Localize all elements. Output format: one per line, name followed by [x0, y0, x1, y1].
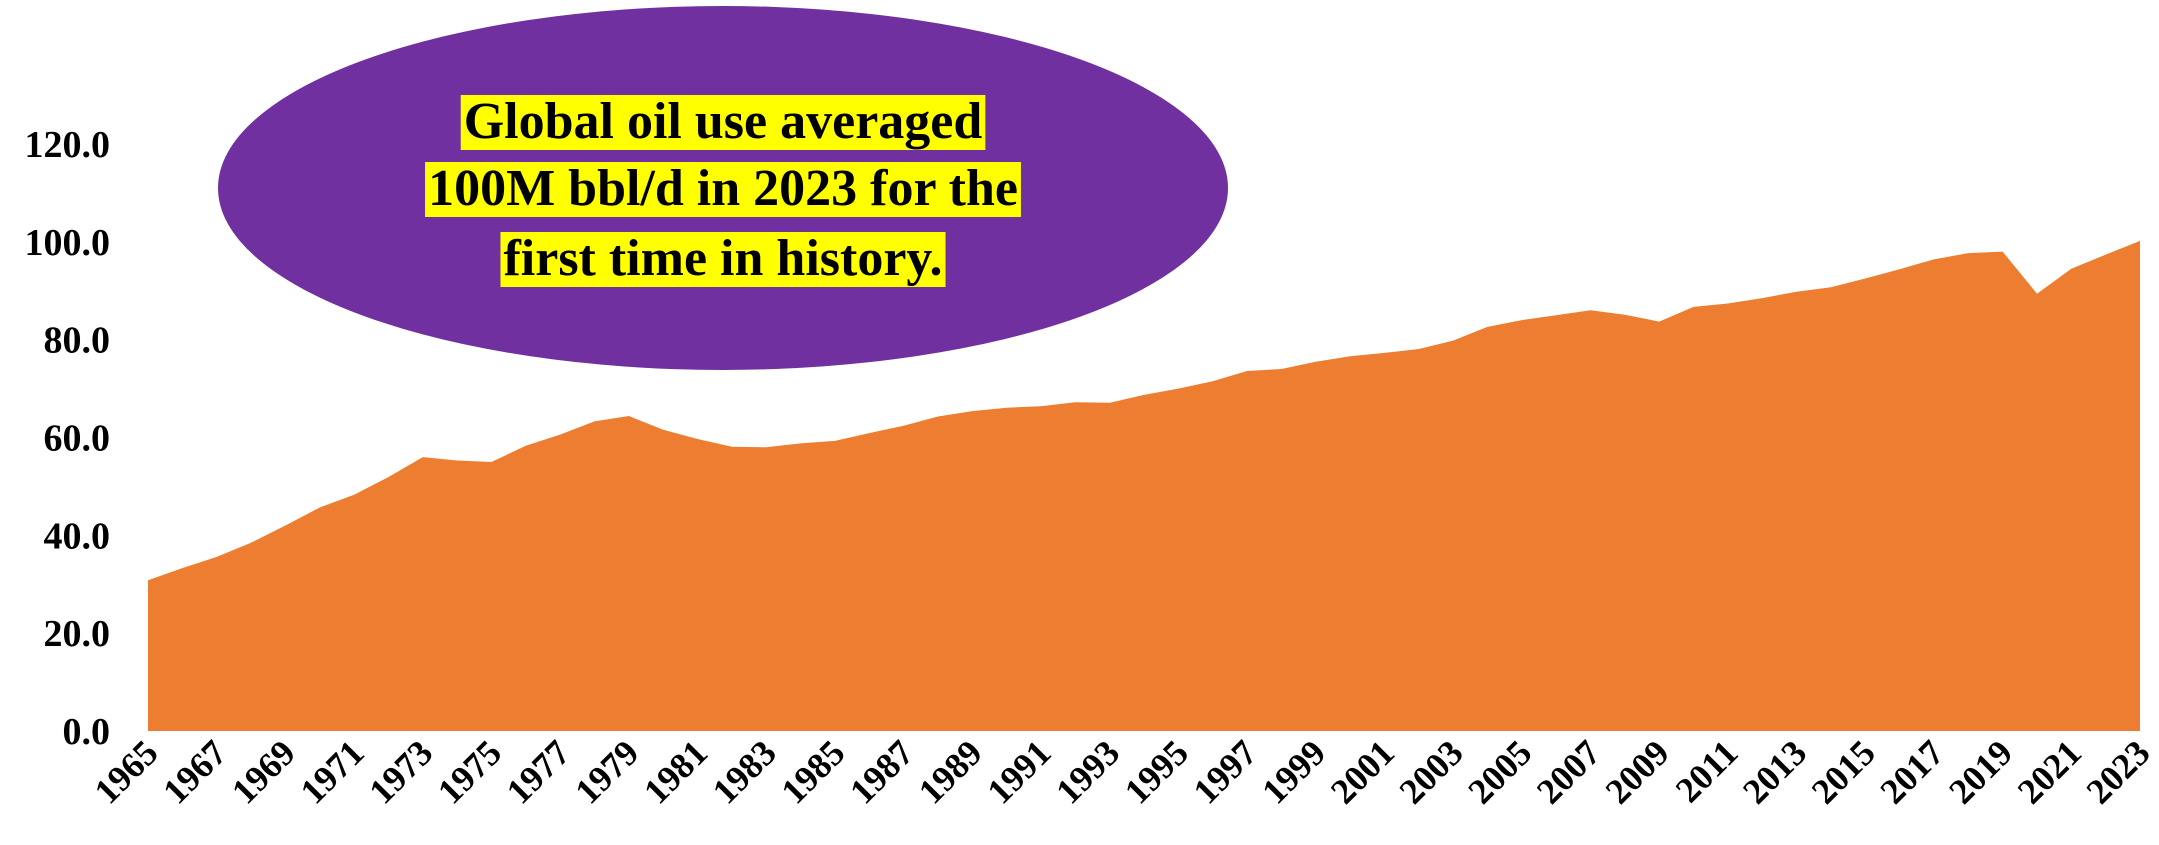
- x-tick-label: 2011: [1668, 732, 1746, 810]
- x-tick-label: 1985: [773, 732, 852, 811]
- plot-area: [148, 240, 2140, 731]
- x-tick-label: 2005: [1460, 732, 1539, 811]
- callout-text-group: Global oil use averaged 100M bbl/d in 20…: [425, 93, 1021, 287]
- callout-highlight: [460, 95, 986, 150]
- x-tick-label: 1993: [1048, 732, 1127, 811]
- x-tick-label: 1983: [705, 732, 784, 811]
- x-tick-label: 2021: [2010, 732, 2089, 811]
- x-tick-label: 2003: [1392, 732, 1471, 811]
- y-tick-label: 100.0: [25, 222, 111, 264]
- y-tick-label: 0.0: [63, 711, 111, 753]
- x-tick-label: 2007: [1529, 732, 1608, 811]
- callout-highlight: [425, 162, 1021, 217]
- x-tick-label: 2019: [1941, 732, 2020, 811]
- x-axis: 1965196719691971197319751977197919811983…: [86, 732, 2157, 811]
- y-tick-label: 60.0: [44, 418, 111, 460]
- x-tick-label: 2017: [1872, 732, 1951, 811]
- x-tick-label: 1967: [155, 732, 234, 811]
- y-axis: 0.0 20.0 40.0 60.0 80.0 100.0 120.0: [25, 124, 111, 753]
- y-tick-label: 20.0: [44, 613, 111, 655]
- x-tick-label: 2001: [1323, 732, 1402, 811]
- x-tick-label: 1991: [979, 732, 1058, 811]
- x-tick-label: 2009: [1598, 732, 1677, 811]
- callout-highlight: [500, 232, 946, 287]
- x-tick-label: 2013: [1735, 732, 1814, 811]
- x-tick-label: 1997: [1185, 732, 1264, 811]
- callout-line-3: first time in history.: [503, 230, 942, 287]
- y-tick-label: 40.0: [44, 515, 111, 557]
- y-tick-label: 120.0: [25, 124, 111, 166]
- x-tick-label: 2023: [2078, 732, 2157, 811]
- x-tick-label: 1969: [224, 732, 303, 811]
- callout-line-1: Global oil use averaged: [464, 93, 983, 150]
- x-tick-label: 1979: [567, 732, 646, 811]
- x-tick-label: 1971: [293, 732, 372, 811]
- annotation-callout: Global oil use averaged 100M bbl/d in 20…: [218, 6, 1228, 370]
- y-tick-label: 80.0: [44, 320, 111, 362]
- x-tick-label: 1989: [911, 732, 990, 811]
- x-tick-label: 2015: [1804, 732, 1883, 811]
- x-tick-label: 1977: [499, 732, 578, 811]
- x-tick-label: 1995: [1117, 732, 1196, 811]
- x-tick-label: 1987: [842, 732, 921, 811]
- x-tick-label: 1999: [1254, 732, 1333, 811]
- x-tick-label: 1981: [636, 732, 715, 811]
- callout-line-2: 100M bbl/d in 2023 for the: [428, 160, 1018, 217]
- series-area: [148, 240, 2140, 731]
- x-tick-label: 1975: [430, 732, 509, 811]
- x-tick-label: 1973: [361, 732, 440, 811]
